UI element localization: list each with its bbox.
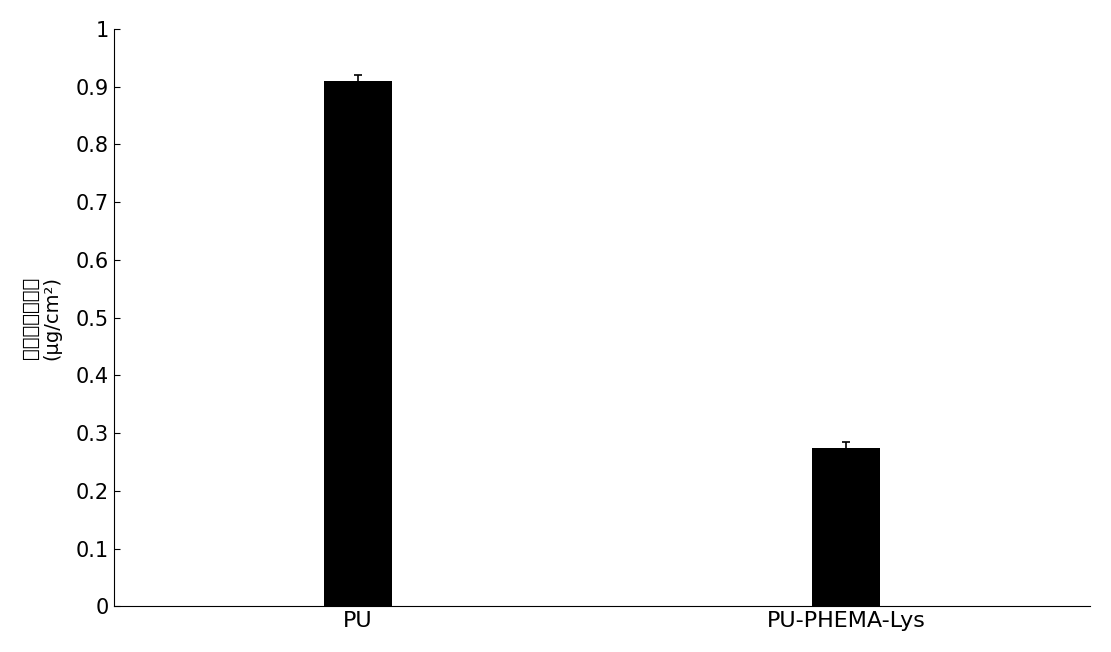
Bar (812, 447, 880, 606)
Y-axis label: 纤维蛋白原吸附
(μg/cm²): 纤维蛋白原吸附 (μg/cm²) (21, 276, 62, 359)
Bar (323, 81, 392, 606)
